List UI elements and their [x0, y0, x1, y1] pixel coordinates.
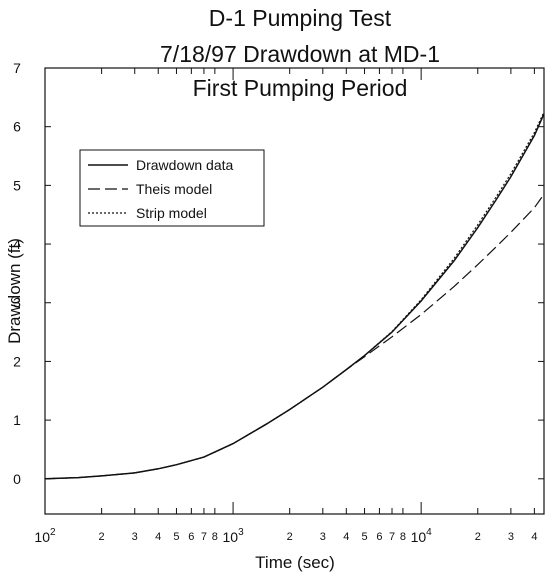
y-tick-label: 0	[13, 471, 21, 487]
x-minor-tick-label: 7	[389, 531, 395, 543]
x-minor-tick-label: 6	[188, 531, 194, 543]
x-minor-tick-label: 4	[531, 531, 537, 543]
x-axis-label: Time (sec)	[255, 553, 335, 572]
chart-legend: Drawdown data Theis model Strip model	[79, 149, 265, 227]
title-line-3: First Pumping Period	[193, 75, 408, 101]
plot-area-frame	[44, 67, 545, 515]
legend-label-strip: Strip model	[136, 205, 207, 221]
x-major-tick-label: 102	[34, 527, 56, 545]
y-tick-label: 7	[13, 60, 21, 76]
series-layer	[44, 111, 545, 480]
y-tick-label: 1	[13, 412, 21, 428]
x-minor-tick-label: 2	[99, 531, 105, 543]
x-minor-tick-label: 6	[376, 531, 382, 543]
y-axis-label: Drawdown (ft)	[5, 238, 24, 344]
legend-box	[79, 149, 265, 227]
x-minor-tick-label: 4	[155, 531, 161, 543]
title-line-1: D-1 Pumping Test	[209, 5, 392, 31]
x-minor-tick-label: 5	[361, 531, 367, 543]
x-minor-tick-label: 8	[400, 531, 406, 543]
title-line-2: 7/18/97 Drawdown at MD-1	[160, 41, 440, 67]
x-minor-tick-label: 2	[287, 531, 293, 543]
y-tick-label: 6	[13, 119, 21, 135]
series-line-dotted	[44, 111, 545, 480]
y-tick-label: 4	[13, 236, 21, 252]
chart-title: D-1 Pumping Test 7/18/97 Drawdown at MD-…	[160, 5, 440, 101]
y-tick-label: 3	[13, 295, 21, 311]
x-minor-tick-label: 7	[201, 531, 207, 543]
legend-label-theis: Theis model	[136, 181, 212, 197]
legend-label-drawdown: Drawdown data	[136, 157, 233, 173]
x-minor-tick-label: 8	[212, 531, 218, 543]
x-major-tick-label: 104	[411, 527, 433, 545]
x-minor-tick-label: 2	[475, 531, 481, 543]
x-minor-tick-label: 3	[508, 531, 514, 543]
series-line-dashed	[44, 193, 545, 480]
x-minor-tick-label: 5	[173, 531, 179, 543]
x-minor-tick-label: 3	[320, 531, 326, 543]
y-axis-ticks: 0 1 2 3 4 5 6 7	[13, 60, 544, 487]
y-tick-label: 5	[13, 177, 21, 193]
x-minor-tick-label: 3	[132, 531, 138, 543]
y-tick-label: 2	[13, 353, 21, 369]
x-minor-tick-label: 4	[343, 531, 349, 543]
x-major-tick-label: 103	[223, 527, 245, 545]
